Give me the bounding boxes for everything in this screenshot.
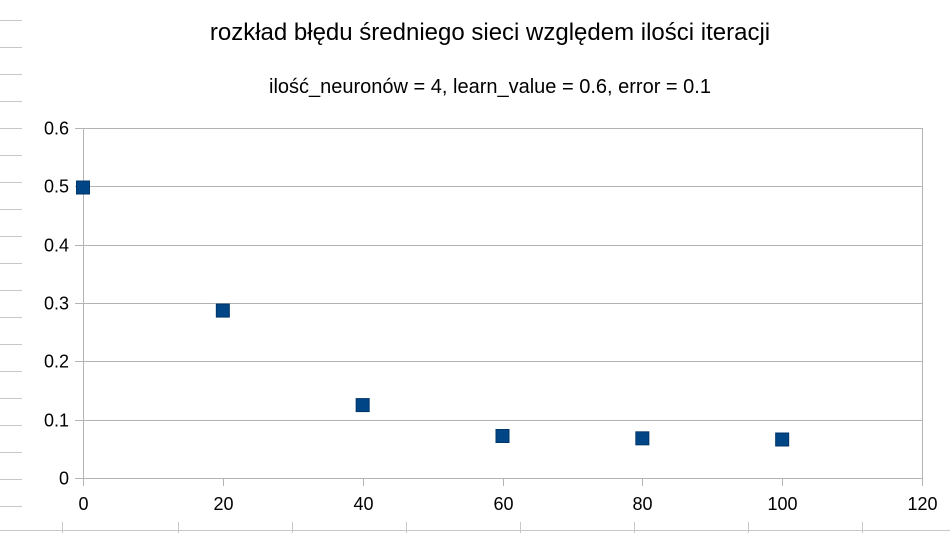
x-tick-label: 100 — [767, 494, 797, 514]
x-tick-labels: 0 20 40 60 80 100 120 — [78, 494, 937, 514]
data-points — [76, 180, 790, 447]
y-tick-label: 0.4 — [44, 236, 69, 256]
y-tick-label: 0.6 — [44, 119, 69, 139]
x-tick-label: 80 — [632, 494, 652, 514]
sheet-row-lines — [0, 20, 950, 533]
y-tick-labels: 0 0.1 0.2 0.3 0.4 0.5 0.6 — [44, 119, 69, 489]
data-point — [355, 398, 370, 413]
data-point — [635, 431, 650, 446]
x-tick-label: 40 — [353, 494, 373, 514]
y-tick-label: 0.1 — [44, 411, 69, 431]
y-tick-label: 0.3 — [44, 294, 69, 314]
chart-title: rozkład błędu średniego sieci względem i… — [210, 19, 770, 46]
x-tick-label: 20 — [213, 494, 233, 514]
x-tick-label: 120 — [907, 494, 937, 514]
chart-subtitle: ilość_neuronów = 4, learn_value = 0.6, e… — [269, 76, 711, 98]
data-point — [76, 180, 90, 195]
x-tick-label: 0 — [78, 494, 88, 514]
data-point — [215, 303, 230, 318]
y-tick-label: 0 — [59, 469, 69, 489]
data-point — [775, 432, 790, 447]
grid-lines — [75, 128, 922, 479]
y-tick-label: 0.2 — [44, 352, 69, 372]
y-tick-label: 0.5 — [44, 177, 69, 197]
data-point — [495, 429, 510, 443]
x-tick-label: 60 — [493, 494, 513, 514]
